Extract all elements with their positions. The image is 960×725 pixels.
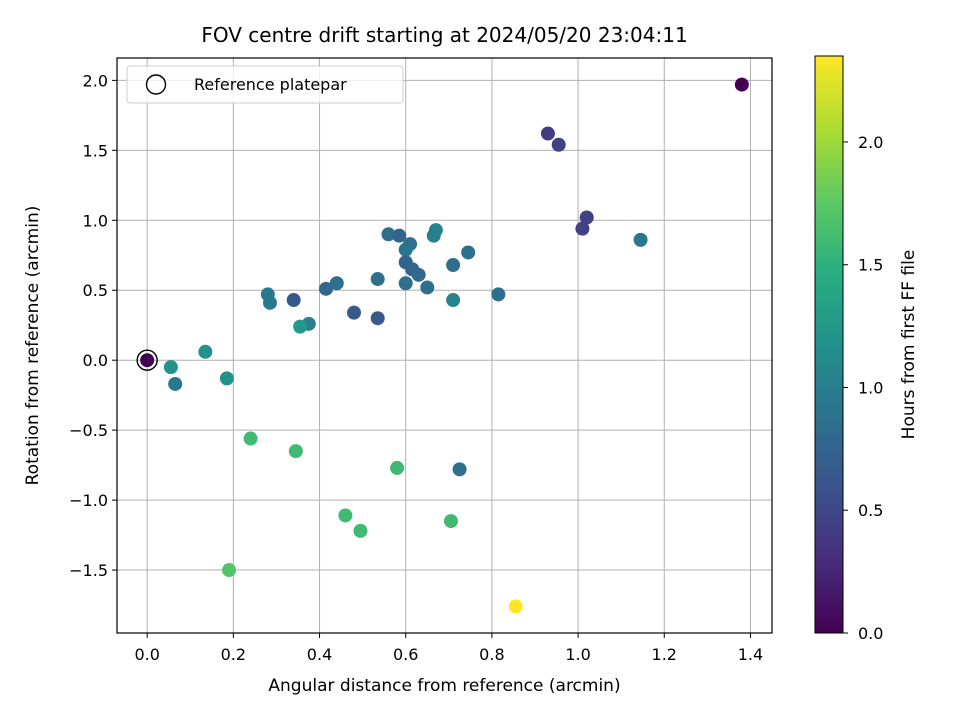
plot-frame	[116, 57, 773, 634]
data-point	[491, 287, 506, 302]
y-tick-label: 1.5	[83, 141, 108, 160]
data-point	[446, 258, 461, 273]
data-point	[286, 293, 301, 308]
legend-reference-marker	[145, 74, 167, 95]
data-point	[163, 360, 178, 375]
x-tick-label: 0.4	[307, 645, 332, 664]
legend-box	[126, 65, 404, 104]
colorbar-ticks: 0.0 0.5 1.0 1.5 2.0	[843, 133, 883, 643]
data-point	[198, 344, 213, 359]
colorbar: 0.0 0.5 1.0 1.5 2.0 Hours from first FF file	[814, 55, 919, 643]
data-point	[219, 371, 234, 386]
y-tick-label: 1.0	[83, 211, 108, 230]
data-point	[734, 77, 749, 92]
y-tick-label: 0.5	[83, 281, 108, 300]
colorbar-tick-label: 0.5	[858, 501, 883, 520]
data-point	[222, 563, 237, 578]
x-tick-label: 0.8	[479, 645, 504, 664]
x-tick-label: 1.4	[738, 645, 763, 664]
data-point	[243, 431, 258, 446]
x-tick-label: 1.2	[652, 645, 677, 664]
legend: Reference platepar	[126, 65, 404, 104]
data-point	[461, 245, 476, 260]
data-point	[508, 599, 523, 614]
data-point	[318, 281, 333, 296]
colorbar-label: Hours from first FF file	[899, 250, 919, 440]
data-point	[426, 228, 441, 243]
colorbar-tick-label: 1.0	[858, 378, 883, 397]
y-tick-label: −0.5	[69, 421, 108, 440]
colorbar-gradient	[814, 55, 844, 634]
x-tick-label: 0.2	[221, 645, 246, 664]
y-axis-ticks: 2.0 1.5 1.0 0.5 0.0 −0.5 −1.0 −1.5	[69, 71, 117, 580]
data-point	[168, 376, 183, 391]
y-tick-label: −1.5	[69, 561, 108, 580]
data-point	[347, 305, 362, 320]
data-point	[446, 293, 461, 308]
data-point	[370, 311, 385, 326]
data-point	[370, 272, 385, 287]
data-points	[136, 77, 749, 614]
data-point	[390, 460, 405, 475]
data-point	[398, 276, 413, 291]
colorbar-tick-label: 0.0	[858, 624, 883, 643]
data-point	[329, 276, 344, 291]
reference-ring	[136, 349, 158, 371]
data-point	[262, 295, 277, 310]
x-axis-label: Angular distance from reference (arcmin)	[268, 676, 620, 696]
x-tick-label: 0.0	[134, 645, 159, 664]
data-point	[452, 462, 467, 477]
data-point	[579, 210, 594, 225]
x-tick-label: 0.6	[393, 645, 418, 664]
data-point	[293, 319, 308, 334]
data-point	[381, 227, 396, 242]
data-point	[551, 137, 566, 152]
data-point	[443, 514, 458, 529]
colorbar-tick-label: 1.5	[858, 256, 883, 275]
x-axis-ticks: 0.0 0.2 0.4 0.6 0.8 1.0 1.2 1.4	[134, 633, 763, 664]
data-point	[575, 221, 590, 236]
legend-entry-reference-platepar: Reference platepar	[194, 75, 347, 94]
reference-point	[140, 353, 155, 368]
data-point	[411, 267, 426, 282]
colorbar-tick-label: 2.0	[858, 133, 883, 152]
data-point	[392, 228, 407, 243]
data-point	[420, 280, 435, 295]
grid-lines	[117, 58, 772, 633]
data-point	[288, 444, 303, 459]
x-tick-label: 1.0	[565, 645, 590, 664]
chart-title: FOV centre drift starting at 2024/05/20 …	[201, 23, 687, 47]
y-tick-label: −1.0	[69, 491, 108, 510]
data-point	[633, 232, 648, 247]
y-axis-label: Rotation from reference (arcmin)	[23, 206, 43, 486]
data-point	[353, 523, 368, 538]
data-point	[398, 242, 413, 257]
y-tick-label: 2.0	[83, 71, 108, 90]
y-tick-label: 0.0	[83, 351, 108, 370]
data-point	[338, 508, 353, 523]
data-point	[540, 126, 555, 141]
